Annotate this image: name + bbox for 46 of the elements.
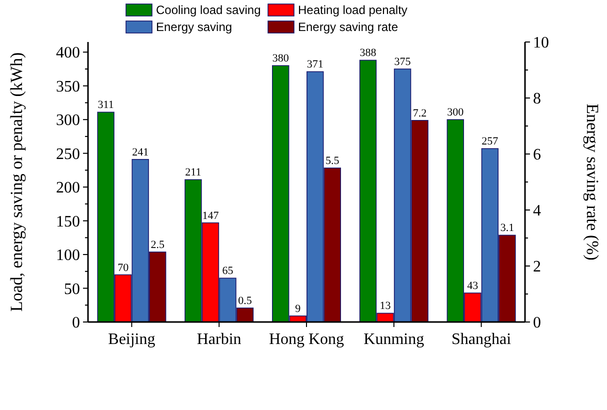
data-label: 43 (467, 280, 479, 292)
data-label: 380 (272, 52, 290, 65)
y2-tick-label: 4 (533, 202, 541, 220)
data-label: 5.5 (326, 155, 340, 167)
data-label: 300 (447, 106, 464, 119)
y-tick-label: 150 (56, 213, 80, 230)
data-label: 65 (222, 265, 234, 278)
data-label: 311 (98, 99, 114, 112)
x-tick-label: Beijing (108, 331, 156, 348)
y-tick-label: 250 (56, 146, 80, 163)
y2-tick-label: 6 (533, 146, 541, 164)
y-axis-title: Load, energy saving or penalty (kWh) (7, 52, 26, 312)
data-label: 257 (482, 136, 499, 148)
legend-label: Energy saving rate (298, 20, 398, 34)
y2-tick-label: 8 (533, 90, 541, 108)
x-tick-label: Harbin (196, 331, 242, 348)
data-label: 70 (118, 262, 130, 274)
data-label: 241 (132, 146, 149, 158)
y2-tick-label: 10 (533, 34, 549, 52)
legend-label: Cooling load saving (156, 3, 261, 18)
data-label: 371 (306, 58, 324, 71)
x-tick-label: Kunming (364, 331, 424, 348)
legend-label: Heating load penalty (298, 3, 408, 18)
y-tick-label: 200 (56, 180, 80, 197)
data-label: 2.5 (150, 239, 165, 251)
data-label: 13 (380, 300, 392, 312)
y2-axis-title: Energy saving rate (%) (583, 104, 602, 260)
y2-tick-label: 2 (533, 258, 541, 276)
y2-tick-label: 0 (533, 314, 541, 332)
data-label: 7.2 (412, 107, 427, 120)
y-tick-label: 0 (72, 314, 80, 332)
data-label: 3.1 (500, 222, 514, 234)
y-tick-label: 300 (56, 112, 80, 130)
data-label: 211 (185, 166, 202, 179)
legend-label: Energy saving (156, 20, 232, 34)
x-tick-label: Shanghai (452, 331, 512, 348)
x-tick-label: Hong Kong (268, 331, 344, 348)
data-label: 9 (295, 302, 302, 315)
data-label: 388 (360, 47, 377, 60)
data-label: 375 (394, 56, 412, 68)
y-tick-label: 100 (56, 247, 80, 264)
y-tick-label: 400 (56, 44, 80, 62)
data-label: 147 (202, 210, 220, 222)
data-label: 0.5 (238, 295, 252, 307)
y-tick-label: 350 (56, 78, 80, 96)
y-tick-label: 50 (64, 280, 80, 298)
